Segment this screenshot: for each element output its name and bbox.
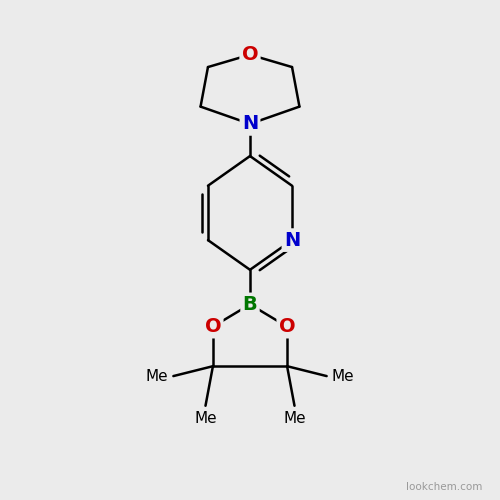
- Text: O: O: [279, 317, 295, 336]
- Text: N: N: [242, 114, 258, 134]
- Text: B: B: [242, 295, 258, 314]
- Text: O: O: [204, 317, 221, 336]
- Text: Me: Me: [332, 368, 354, 384]
- Text: N: N: [284, 230, 300, 250]
- Text: Me: Me: [283, 410, 306, 426]
- Text: O: O: [242, 45, 258, 64]
- Text: Me: Me: [194, 410, 217, 426]
- Text: lookchem.com: lookchem.com: [406, 482, 482, 492]
- Text: Me: Me: [146, 368, 169, 384]
